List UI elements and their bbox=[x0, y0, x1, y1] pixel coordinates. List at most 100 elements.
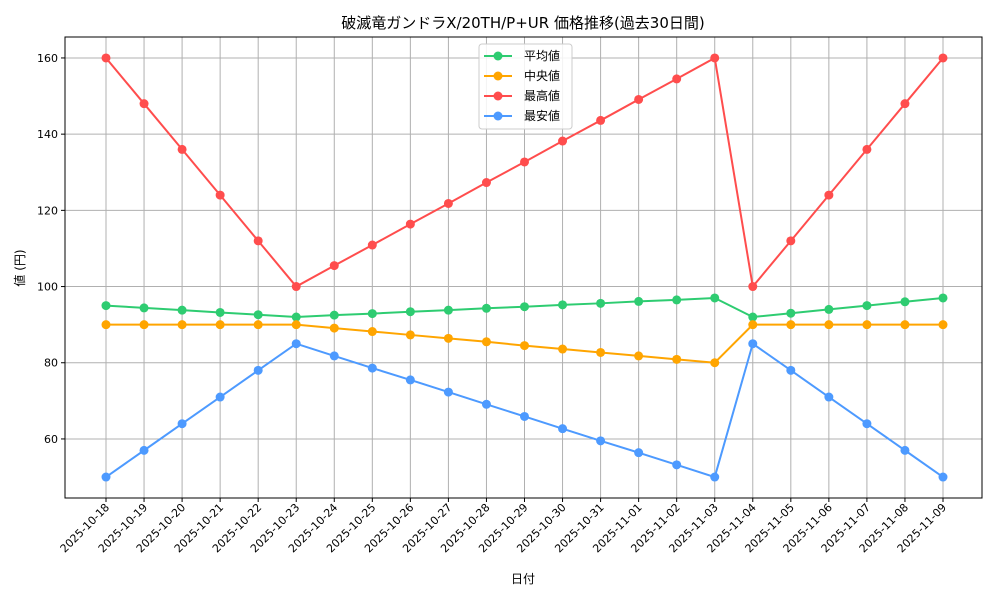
data-point bbox=[139, 320, 149, 330]
data-point bbox=[672, 354, 682, 364]
data-point bbox=[443, 198, 453, 208]
data-point bbox=[748, 282, 758, 292]
data-point bbox=[558, 136, 568, 146]
series-0 bbox=[101, 293, 948, 322]
data-point bbox=[596, 436, 606, 446]
data-point bbox=[481, 178, 491, 188]
y-tick-label: 60 bbox=[44, 433, 58, 446]
data-point bbox=[748, 320, 758, 330]
data-point bbox=[215, 190, 225, 200]
data-point bbox=[101, 320, 111, 330]
legend-label: 最高値 bbox=[524, 88, 560, 103]
y-tick-label: 160 bbox=[37, 52, 58, 65]
data-point bbox=[824, 320, 834, 330]
data-point bbox=[177, 144, 187, 154]
data-point bbox=[481, 303, 491, 313]
x-axis-label: 日付 bbox=[511, 572, 535, 586]
data-point bbox=[443, 387, 453, 397]
legend-label: 最安値 bbox=[524, 108, 560, 123]
data-point bbox=[672, 295, 682, 305]
data-point bbox=[710, 472, 720, 482]
series-2 bbox=[101, 53, 948, 292]
legend-box bbox=[478, 43, 573, 130]
legend-label: 中央値 bbox=[524, 68, 560, 83]
data-point bbox=[634, 296, 644, 306]
data-point bbox=[291, 320, 301, 330]
y-tick-label: 80 bbox=[44, 357, 58, 370]
data-point bbox=[938, 472, 948, 482]
data-point bbox=[367, 240, 377, 250]
data-point bbox=[748, 312, 758, 322]
data-point bbox=[291, 339, 301, 349]
data-point bbox=[596, 347, 606, 357]
data-point bbox=[862, 301, 872, 311]
data-point bbox=[291, 312, 301, 322]
data-point bbox=[520, 302, 529, 312]
data-point bbox=[558, 344, 568, 354]
y-tick-label: 140 bbox=[37, 128, 58, 141]
data-point bbox=[938, 53, 948, 63]
data-point bbox=[405, 330, 415, 340]
series-3 bbox=[101, 339, 948, 482]
data-point bbox=[101, 301, 111, 311]
data-point bbox=[900, 297, 910, 307]
data-point bbox=[329, 261, 339, 271]
data-point bbox=[710, 293, 720, 303]
data-point bbox=[405, 375, 415, 385]
data-point bbox=[710, 53, 720, 63]
data-point bbox=[710, 358, 720, 368]
data-point bbox=[558, 424, 568, 434]
data-point bbox=[900, 445, 910, 455]
data-point bbox=[672, 74, 682, 84]
data-point bbox=[367, 309, 377, 319]
data-point bbox=[520, 411, 529, 421]
data-point bbox=[177, 320, 187, 330]
legend-label: 平均値 bbox=[524, 48, 560, 63]
data-point bbox=[824, 392, 834, 402]
plot-frame bbox=[64, 36, 983, 499]
data-point bbox=[900, 320, 910, 330]
data-point bbox=[329, 351, 339, 361]
data-point bbox=[215, 392, 225, 402]
data-point bbox=[367, 363, 377, 373]
y-tick-label: 120 bbox=[37, 204, 58, 217]
data-point bbox=[596, 115, 606, 125]
data-point bbox=[824, 304, 834, 314]
data-point bbox=[938, 320, 948, 330]
data-point bbox=[520, 157, 529, 167]
data-point bbox=[443, 305, 453, 315]
data-point bbox=[101, 53, 111, 63]
chart-title: 破滅竜ガンドラX/20TH/P+UR 価格推移(過去30日間) bbox=[341, 14, 705, 32]
series-1 bbox=[101, 320, 948, 368]
data-point bbox=[862, 419, 872, 429]
data-point bbox=[291, 282, 301, 292]
data-point bbox=[329, 323, 339, 333]
data-point bbox=[481, 337, 491, 347]
legend-marker bbox=[493, 111, 503, 121]
data-point bbox=[786, 308, 796, 318]
data-point bbox=[938, 293, 948, 303]
data-point bbox=[367, 327, 377, 337]
data-point bbox=[481, 399, 491, 409]
data-point bbox=[405, 219, 415, 229]
data-point bbox=[824, 190, 834, 200]
data-point bbox=[101, 472, 111, 482]
legend-marker bbox=[493, 71, 503, 81]
data-point bbox=[253, 236, 263, 246]
y-tick-label: 100 bbox=[37, 281, 58, 294]
data-point bbox=[253, 320, 263, 330]
data-point bbox=[253, 365, 263, 375]
data-point bbox=[443, 333, 453, 343]
data-point bbox=[177, 419, 187, 429]
data-point bbox=[405, 307, 415, 317]
data-point bbox=[139, 445, 149, 455]
data-point bbox=[786, 236, 796, 246]
data-point bbox=[900, 99, 910, 109]
data-point bbox=[672, 460, 682, 470]
data-point bbox=[215, 307, 225, 317]
data-point bbox=[520, 341, 529, 351]
data-point bbox=[177, 305, 187, 315]
legend-marker bbox=[493, 51, 503, 61]
data-point bbox=[786, 320, 796, 330]
